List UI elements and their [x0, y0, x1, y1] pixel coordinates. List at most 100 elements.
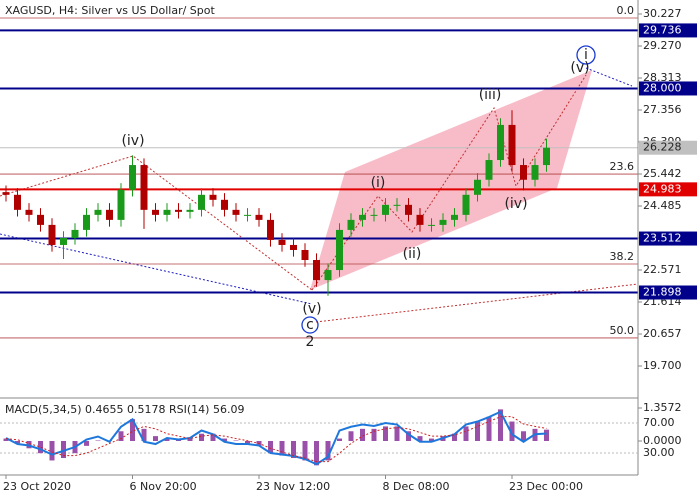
candle-body [106, 209, 113, 220]
candle-body [405, 204, 412, 215]
candle-body [117, 189, 125, 220]
indicator-title: MACD(5,34,5) 0.4655 0.5178 RSI(14) 56.09 [5, 403, 244, 416]
macd-bar [498, 409, 503, 441]
level-label: 23.512 [643, 232, 682, 245]
candle-body [255, 214, 263, 220]
y-tick-label: 20.657 [643, 327, 682, 340]
candle-body [336, 229, 343, 271]
macd-bar [210, 433, 216, 441]
signal-line [5, 416, 547, 463]
candle-body [370, 214, 378, 216]
y-tick-label: 24.485 [643, 199, 682, 212]
candle-body [25, 209, 33, 215]
x-tick-label: 8 Dec 08:00 [383, 480, 450, 493]
wave-line [585, 67, 633, 87]
candle-body [232, 209, 240, 215]
macd-bar [153, 436, 158, 441]
chart-title: XAGUSD, H4: Silver vs US Dollar/ Spot [5, 4, 215, 17]
candle-body [313, 260, 320, 281]
macd-bar [371, 428, 377, 441]
current-price-box [639, 140, 697, 155]
candle-body [37, 214, 44, 225]
candle-body [2, 192, 10, 195]
macd-bar [38, 440, 43, 454]
fib-label: 50.0 [610, 324, 635, 337]
candle-body [290, 244, 297, 250]
candle-body [152, 209, 159, 215]
fib-label: 23.6 [610, 160, 635, 173]
candle-body [267, 219, 274, 240]
x-tick-label: 23 Dec 00:00 [509, 480, 583, 493]
level-label: 29.736 [643, 23, 682, 36]
rsi-line [5, 410, 547, 466]
candle-body [94, 209, 102, 215]
macd-bar [521, 431, 526, 441]
y-tick-label: 25.442 [643, 167, 682, 180]
candle-body [428, 224, 435, 226]
candle-body [474, 179, 481, 195]
macd-bar [406, 431, 411, 441]
level-label: 28.000 [643, 81, 682, 94]
wave-label: i [584, 47, 588, 63]
candle-body [393, 204, 401, 206]
level-box [639, 285, 697, 300]
wave-label: (iv) [504, 196, 527, 212]
macd-bar [15, 440, 20, 444]
macd-bar [417, 436, 423, 441]
wave-label: (v) [570, 60, 589, 76]
macd-bar [314, 440, 319, 466]
wave-channel [310, 70, 592, 290]
candle-body [175, 209, 182, 212]
candle-body [244, 214, 251, 216]
wave-label: (i) [371, 175, 386, 191]
plot [0, 17, 638, 339]
macd-bar [164, 438, 170, 441]
level-box [639, 182, 697, 197]
fib-label: 38.2 [610, 250, 635, 263]
level-label: 24.983 [643, 182, 682, 195]
level-box [639, 231, 697, 246]
macd-bar [509, 421, 515, 441]
macd-bar [245, 440, 250, 444]
macd-bar [141, 428, 147, 441]
candle-body [531, 165, 539, 180]
candle-body [186, 209, 194, 212]
macd-bar [199, 433, 204, 441]
candle-body [347, 219, 355, 230]
candle-body [439, 219, 447, 225]
fib-label: 0.0 [617, 4, 635, 17]
x-tick-label: 23 Oct 2020 [3, 480, 71, 493]
candle-body [60, 237, 67, 245]
candle-body [543, 147, 550, 166]
macd-bar [383, 426, 388, 441]
macd-bar [452, 433, 457, 441]
x-tick-label: 6 Nov 20:00 [130, 480, 197, 493]
macd-bar [348, 431, 354, 441]
candle-body [129, 165, 136, 190]
y-tick-label: 0.0000 [643, 434, 682, 447]
macd-bar [291, 440, 296, 459]
macd-bar [394, 426, 400, 441]
candle-body [382, 204, 389, 215]
candle-body [416, 214, 424, 225]
macd-bar [337, 438, 342, 441]
y-tick-label: 22.571 [643, 263, 682, 276]
wave-label: (iii) [479, 87, 502, 103]
macd-bar [49, 440, 55, 461]
y-tick-label: 19.700 [643, 359, 682, 372]
macd-bar [475, 421, 480, 441]
y2-tick-label: 70.00 [643, 416, 675, 429]
x-tick-label: 23 Nov 12:00 [256, 480, 330, 493]
wave-circle [576, 45, 596, 65]
macd-bar [95, 440, 101, 442]
macd-bar [302, 440, 308, 461]
candle-body [163, 209, 171, 215]
macd-bar [233, 440, 239, 442]
y-tick-label: 1.3572 [643, 401, 682, 414]
macd-bar [463, 426, 469, 441]
macd-bar [544, 429, 549, 441]
macd-bar [429, 438, 434, 441]
macd-bar [268, 440, 273, 454]
macd-bar [486, 416, 492, 441]
